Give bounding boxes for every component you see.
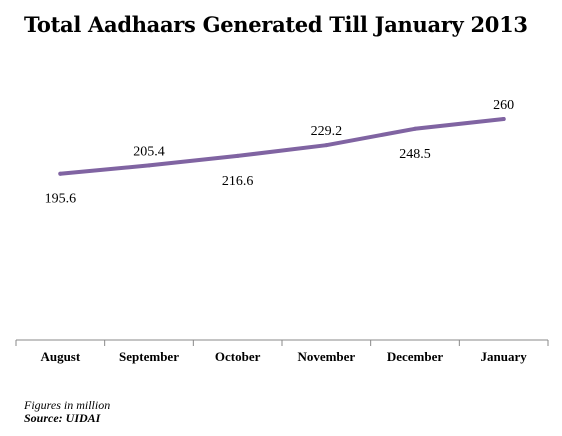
data-label: 216.6 bbox=[222, 174, 254, 189]
x-tick-label: September bbox=[119, 349, 179, 364]
x-tick-label: October bbox=[215, 349, 261, 364]
x-tick-label: December bbox=[387, 349, 444, 364]
data-label: 205.4 bbox=[133, 144, 165, 159]
data-label: 195.6 bbox=[45, 192, 77, 207]
source-note: Source: UIDAI bbox=[24, 411, 101, 425]
data-point bbox=[147, 163, 151, 168]
x-tick-label: January bbox=[481, 349, 528, 364]
data-point bbox=[501, 117, 506, 121]
data-point bbox=[58, 171, 63, 176]
x-tick-label: November bbox=[297, 349, 355, 364]
data-point bbox=[235, 153, 240, 158]
x-tick-label: August bbox=[40, 349, 80, 364]
data-point bbox=[324, 143, 329, 148]
data-label: 229.2 bbox=[311, 124, 343, 139]
series-line bbox=[58, 117, 506, 176]
units-note: Figures in million bbox=[24, 398, 111, 412]
data-label: 260 bbox=[493, 98, 514, 113]
data-label: 248.5 bbox=[399, 147, 431, 162]
chart-title: Total Aadhaars Generated Till January 20… bbox=[24, 12, 528, 37]
data-point bbox=[413, 126, 417, 131]
